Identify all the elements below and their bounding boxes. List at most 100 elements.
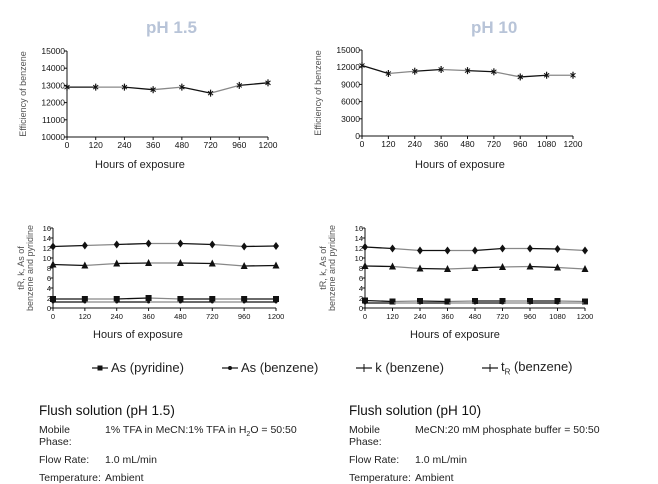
x-tick-label: 720: [206, 312, 219, 321]
series-line-segment: [153, 86, 182, 91]
series-line-segment: [447, 267, 476, 270]
series-line-segment: [52, 263, 85, 267]
data-point-diamond: [472, 246, 478, 255]
y-tick-label: 10: [355, 254, 363, 263]
series-line-segment: [52, 244, 85, 248]
x-tick-label: 240: [110, 312, 123, 321]
data-point-square: [113, 296, 120, 302]
y-tick-label: 10000: [41, 132, 65, 142]
flush-row-mobile-phase: Mobile Phase: MeCN:20 mM phosphate buffe…: [349, 424, 600, 448]
legend-label-tr: tR (benzene): [500, 359, 573, 377]
data-point-star: [92, 84, 99, 90]
series-line-segment: [364, 299, 393, 303]
data-point-diamond: [362, 243, 368, 251]
data-point-dot: [391, 301, 394, 305]
x-tick-label: 0: [65, 140, 70, 150]
x-tick-label: 240: [408, 139, 422, 149]
data-point-star: [385, 71, 392, 76]
series-line-segment: [467, 69, 494, 73]
flush-value: MeCN:20 mM phosphate buffer = 50:50: [415, 424, 600, 436]
series-line-segment: [392, 300, 421, 303]
diamond-marker-icon: [481, 363, 498, 372]
square-marker-icon: [92, 365, 108, 371]
x-axis-label: Hours of exposure: [415, 159, 505, 171]
series-line-segment: [392, 265, 421, 270]
series-line-segment: [529, 265, 558, 269]
x-tick-label: 360: [142, 312, 155, 321]
data-point-diamond: [241, 242, 248, 251]
series-line-segment: [124, 86, 154, 91]
x-tick-label: 960: [232, 140, 246, 150]
y-tick-label: 2: [359, 294, 363, 303]
x-tick-label: 480: [175, 140, 189, 150]
series-line-segment: [212, 262, 245, 267]
legend-item-k-benzene: k (benzene): [356, 359, 444, 377]
data-point-dot: [115, 300, 119, 304]
series-line-segment: [474, 266, 503, 269]
data-point-square: [50, 296, 56, 302]
series-line-segment: [239, 82, 269, 87]
x-tick-label: 960: [524, 312, 537, 321]
y-tick-label: 12000: [41, 98, 65, 108]
flush-title: Flush solution (pH 1.5): [39, 403, 175, 418]
header-ph-10: pH 10: [471, 18, 518, 37]
series-line-segment: [84, 262, 117, 267]
y-tick-label: 12: [355, 244, 363, 253]
y-tick-label: 16: [43, 224, 51, 233]
series-line-segment: [181, 86, 211, 94]
flush-row-temperature: Temperature: Ambient: [39, 472, 144, 484]
data-point-triangle: [554, 263, 561, 271]
data-point-square: [554, 298, 561, 304]
data-point-triangle: [176, 259, 184, 266]
x-tick-label: 360: [434, 139, 448, 149]
dot-marker-icon: [221, 365, 238, 370]
flush-info-ph-10: Flush solution (pH 10) Mobile Phase: MeC…: [349, 403, 600, 484]
y-tick-label: 4: [47, 284, 51, 293]
y-tick-label: 14000: [41, 63, 65, 73]
x-tick-label: 1080: [537, 139, 556, 149]
data-point-dot: [178, 300, 182, 304]
data-point-triangle: [581, 265, 589, 272]
series-line-segment: [474, 247, 503, 252]
chart-efficiency-ph-10: 0 3000 6000 9000 12000 15000 0 120 240 360 480 720 9…: [313, 45, 583, 171]
data-point-dot: [363, 301, 367, 305]
series-line-segment: [84, 243, 117, 247]
flush-value: Ambient: [105, 472, 144, 484]
data-point-square: [209, 296, 216, 302]
series-line-segment: [493, 71, 521, 78]
x-tick-label: 1080: [549, 312, 566, 321]
data-point-dot: [446, 301, 449, 305]
x-tick-label: 480: [469, 312, 482, 321]
data-point-dot: [147, 300, 151, 304]
y-axis-label: Efficiency of benzene: [313, 50, 323, 135]
flush-info-ph-1-5: Flush solution (pH 1.5) Mobile Phase: 1%…: [39, 403, 297, 484]
series-line-segment: [210, 84, 240, 94]
series-line-segment: [388, 70, 415, 75]
flush-value: 1% TFA in MeCN:1% TFA in H2O = 50:50: [105, 424, 297, 439]
data-point-diamond: [81, 241, 88, 250]
x-tick-label: 1200: [259, 140, 278, 150]
data-point-triangle: [361, 262, 369, 269]
data-point-square: [273, 296, 279, 302]
data-point-diamond: [50, 242, 56, 251]
y-tick-label: 15000: [41, 46, 65, 56]
x-tick-label: 720: [496, 312, 509, 321]
data-point-diamond: [417, 246, 423, 255]
x-tick-label: 1200: [268, 312, 285, 321]
y-axis-label: tR, k, As of: [16, 246, 26, 290]
data-point-star: [438, 67, 444, 72]
y-axis-label: benzene and pyridine: [327, 225, 337, 311]
x-tick-label: 720: [203, 140, 217, 150]
data-point-dot: [274, 300, 278, 304]
data-point-star: [121, 84, 128, 90]
x-tick-label: 120: [79, 312, 92, 321]
series-line-segment: [180, 262, 213, 265]
data-point-triangle: [389, 262, 396, 270]
data-point-triangle: [49, 260, 57, 268]
flush-row-temperature: Temperature: Ambient: [349, 472, 454, 484]
legend-item-tr-benzene: tR (benzene): [481, 359, 573, 377]
data-point-star: [150, 87, 156, 93]
series-line-segment: [148, 297, 181, 300]
data-point-triangle: [444, 265, 451, 272]
